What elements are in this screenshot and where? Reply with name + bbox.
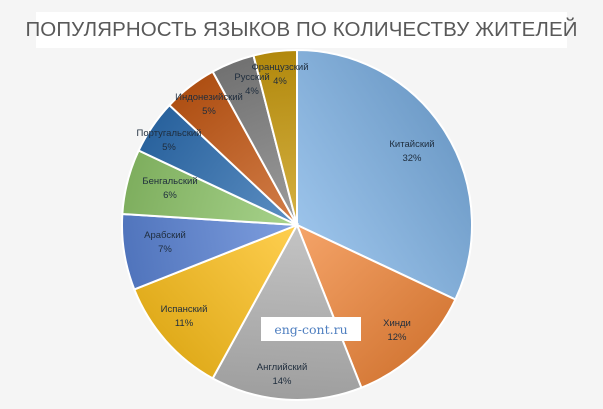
slices-layer bbox=[121, 48, 473, 401]
chart-title-box: ПОПУЛЯРНОСТЬ ЯЗЫКОВ ПО КОЛИЧЕСТВУ ЖИТЕЛЕ… bbox=[25, 12, 577, 48]
slice-value-8: 5% bbox=[202, 106, 216, 117]
pie-slice-1 bbox=[296, 48, 473, 301]
slice-label-10: Французский bbox=[252, 62, 309, 73]
slice-label-3: Английский bbox=[257, 362, 308, 373]
slice-value-6: 6% bbox=[163, 190, 177, 201]
slice-value-7: 5% bbox=[162, 142, 176, 153]
slice-label-1: Китайский bbox=[389, 139, 434, 150]
slice-value-5: 7% bbox=[158, 244, 172, 255]
slice-value-10: 4% bbox=[273, 76, 287, 87]
watermark-text: eng-cont.ru bbox=[274, 321, 348, 337]
pie-slice-10 bbox=[252, 48, 298, 226]
slice-label-4: Испанский bbox=[161, 304, 208, 315]
slice-value-1: 32% bbox=[402, 153, 422, 164]
slice-label-5: Арабский bbox=[144, 230, 186, 241]
slice-label-2: Хинди bbox=[383, 318, 411, 329]
labels-layer: Китайский 32% Хинди 12% Английский 14% Испанск… bbox=[137, 62, 435, 387]
slice-value-2: 12% bbox=[387, 332, 407, 343]
slice-label-6: Бенгальский bbox=[142, 176, 197, 187]
slice-label-9: Русский bbox=[234, 72, 269, 83]
pie-slice-2 bbox=[295, 223, 457, 390]
pie-slice-3 bbox=[211, 222, 363, 401]
slice-value-3: 14% bbox=[272, 376, 292, 387]
chart-title: ПОПУЛЯРНОСТЬ ЯЗЫКОВ ПО КОЛИЧЕСТВУ ЖИТЕЛЕ… bbox=[25, 18, 578, 41]
slice-value-9: 4% bbox=[245, 86, 259, 97]
slice-value-4: 11% bbox=[175, 318, 194, 329]
watermark: eng-cont.ru bbox=[261, 317, 361, 341]
slice-label-8: Индонезийский bbox=[175, 92, 243, 103]
slice-label-7: Португальский bbox=[137, 128, 202, 139]
pie-slice-4 bbox=[132, 223, 300, 380]
